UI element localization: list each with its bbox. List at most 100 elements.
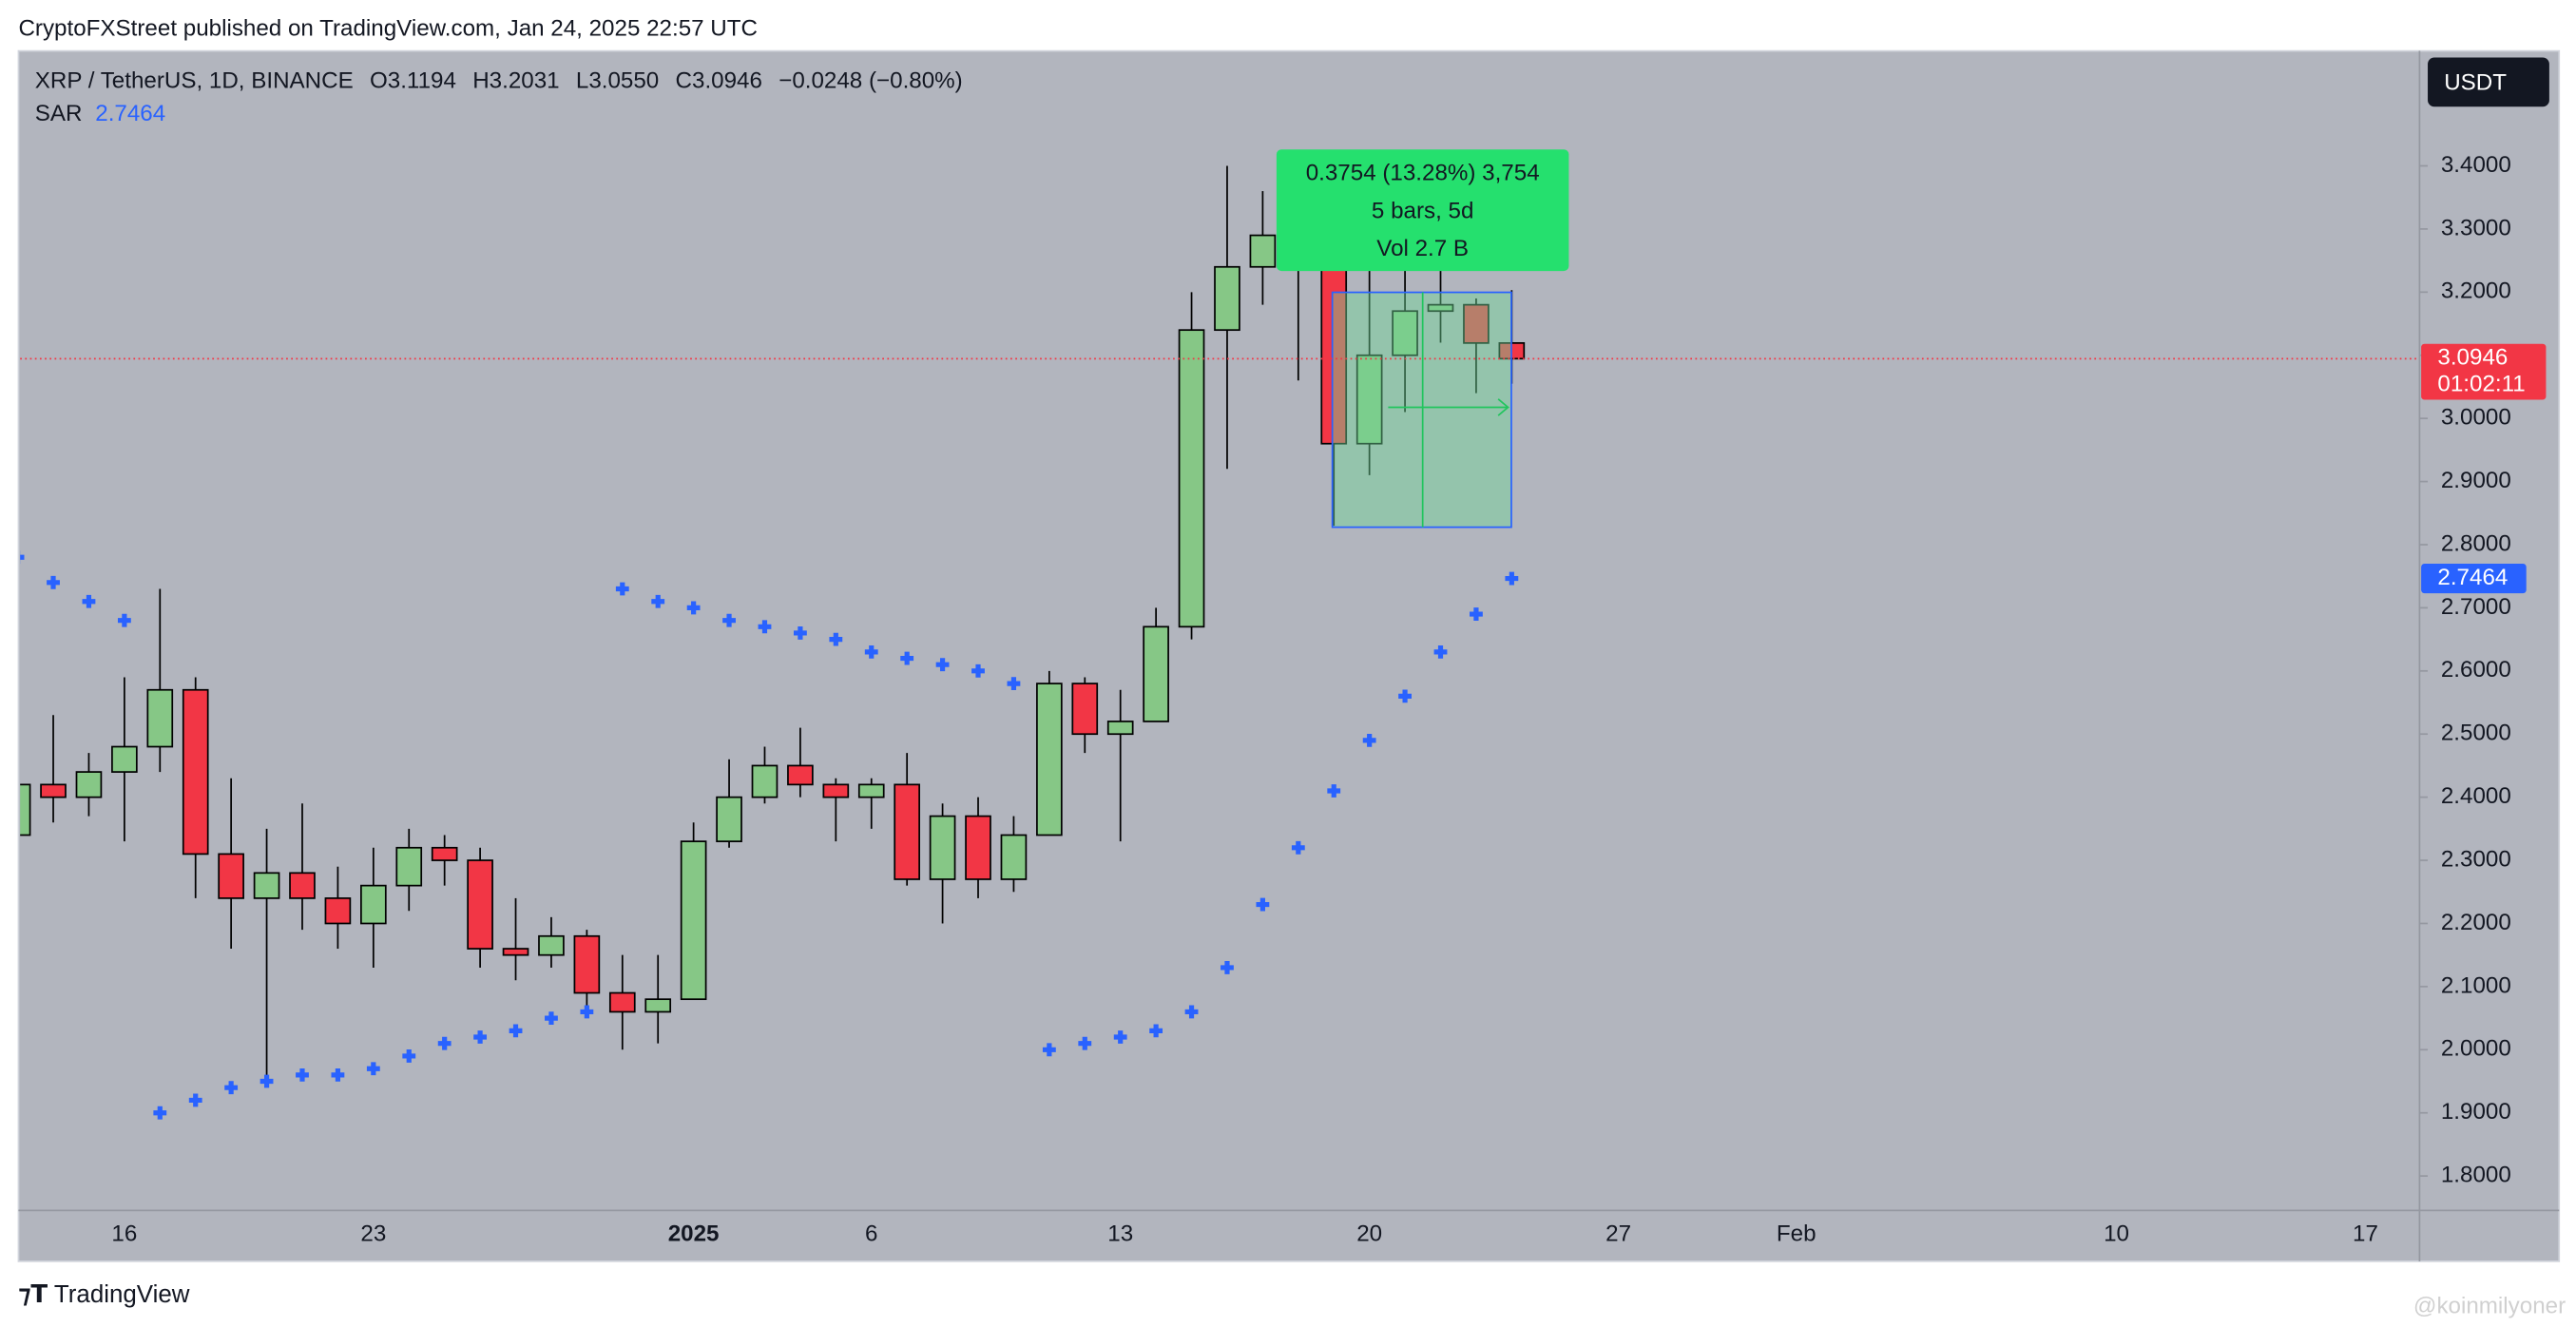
candle-body: [608, 991, 636, 1013]
sar-point: [1221, 961, 1234, 974]
candle-body: [1214, 265, 1240, 332]
sar-point: [473, 1030, 488, 1044]
y-tick-label: 1.9000: [2441, 1099, 2511, 1125]
sar-price-label: 2.7464: [2437, 565, 2508, 590]
ohlc: H3.2031: [472, 68, 559, 94]
x-tick-label: 6: [865, 1221, 877, 1247]
sar-point: [580, 1005, 594, 1019]
sar-point: [1505, 571, 1519, 586]
y-tick-label: 3.3000: [2441, 215, 2511, 240]
candle-body: [182, 688, 209, 856]
candle-body: [40, 783, 67, 798]
candle-body: [395, 846, 423, 887]
change: −0.0248 (−0.80%): [779, 68, 963, 94]
sar-point: [545, 1011, 558, 1026]
sar-point: [47, 575, 60, 589]
indicator-legend: SAR 2.7464: [35, 101, 165, 126]
candle-body: [822, 783, 850, 798]
last-price-tag: [2421, 343, 2547, 400]
countdown-label: 01:02:11: [2437, 371, 2525, 396]
x-tick-label: 10: [2104, 1221, 2129, 1247]
candle-body: [502, 948, 529, 956]
candle-body: [751, 764, 779, 798]
sar-point: [437, 1036, 452, 1050]
y-tick-label: 2.8000: [2441, 530, 2511, 556]
candle-body: [467, 859, 493, 950]
measure-arrow: [1388, 398, 1509, 416]
x-tick-label: 17: [2353, 1221, 2378, 1247]
candle-body: [218, 853, 244, 899]
sar-point: [793, 626, 807, 640]
y-tick-label: 2.4000: [2441, 783, 2511, 809]
candle-body: [1249, 234, 1277, 268]
candle-body: [538, 934, 565, 956]
sar-point: [224, 1081, 239, 1095]
ohlc: O3.1194: [370, 68, 456, 94]
sar-point: [1113, 1030, 1127, 1044]
sar-point: [20, 550, 25, 565]
sar-point: [1398, 689, 1412, 703]
candle-body: [1106, 721, 1134, 736]
candle-body: [1320, 246, 1348, 445]
candle-body: [965, 815, 991, 880]
candle-body: [929, 815, 956, 880]
sar-point: [1362, 733, 1376, 747]
y-tick-label: 1.8000: [2441, 1163, 2511, 1188]
sar-point: [900, 651, 914, 665]
candle-body: [644, 998, 672, 1013]
candle-body: [1427, 303, 1454, 313]
plot: [20, 165, 1526, 1120]
y-tick-label: 3.2000: [2441, 279, 2511, 304]
candle-body: [1071, 683, 1099, 736]
y-tick-label: 2.3000: [2441, 846, 2511, 872]
y-tick-label: 3.0000: [2441, 405, 2511, 431]
last-price-label: 3.0946: [2437, 345, 2508, 371]
candle-body: [111, 745, 138, 773]
x-tick-label: 2025: [668, 1221, 720, 1247]
ohlc: C3.0946: [676, 68, 762, 94]
sar-point: [722, 613, 736, 627]
brand-name: TradingView: [54, 1281, 190, 1308]
x-tick-label: Feb: [1777, 1221, 1817, 1247]
currency-button[interactable]: [2428, 57, 2549, 107]
y-tick-label: 2.5000: [2441, 721, 2511, 746]
sar-point: [82, 594, 96, 608]
sar-point: [615, 582, 629, 596]
y-tick-label: 2.7000: [2441, 594, 2511, 620]
legend-line: XRP / TetherUS, 1D, BINANCE O3.1194 H3.203…: [35, 68, 963, 94]
sar-point: [1291, 840, 1305, 855]
sar-point: [402, 1049, 416, 1063]
candle-body: [1143, 625, 1169, 722]
sar-point: [1433, 644, 1448, 659]
candle-body: [253, 872, 280, 899]
sar-point: [758, 620, 772, 634]
byline: CryptoFXStreet published on TradingView.…: [18, 15, 758, 41]
currency-label[interactable]: USDT: [2444, 70, 2507, 96]
sar-point: [331, 1067, 345, 1082]
sar-point: [188, 1093, 202, 1107]
sar-point: [509, 1024, 523, 1038]
x-tick-label: 27: [1605, 1221, 1631, 1247]
candle-body: [324, 897, 352, 925]
measure-tool: 0.3754 (13.28%) 3,754 5 bars, 5d Vol 2.7…: [1276, 149, 1569, 529]
candle-body: [1355, 354, 1383, 445]
ohlc: L3.0550: [576, 68, 659, 94]
candle-body: [1463, 303, 1490, 344]
indicator-value: 2.7464: [95, 101, 165, 126]
candle-body: [431, 846, 458, 861]
brand: ⁊𝗧 TradingView: [18, 1281, 189, 1308]
symbol: XRP / TetherUS, 1D, BINANCE: [35, 68, 354, 94]
candle-body: [75, 771, 103, 798]
candle-body: [894, 783, 920, 880]
sar-point: [935, 658, 950, 672]
y-tick-label: 2.2000: [2441, 910, 2511, 935]
measure-label: [1276, 149, 1569, 272]
sar-point: [1256, 897, 1270, 912]
candle-body: [146, 688, 174, 748]
y-tick-label: 2.0000: [2441, 1036, 2511, 1062]
measure-text: 5 bars, 5d: [1372, 198, 1474, 223]
indicator-name: SAR: [35, 101, 83, 126]
y-tick-label: 2.6000: [2441, 657, 2511, 683]
candle-body: [1000, 834, 1028, 880]
